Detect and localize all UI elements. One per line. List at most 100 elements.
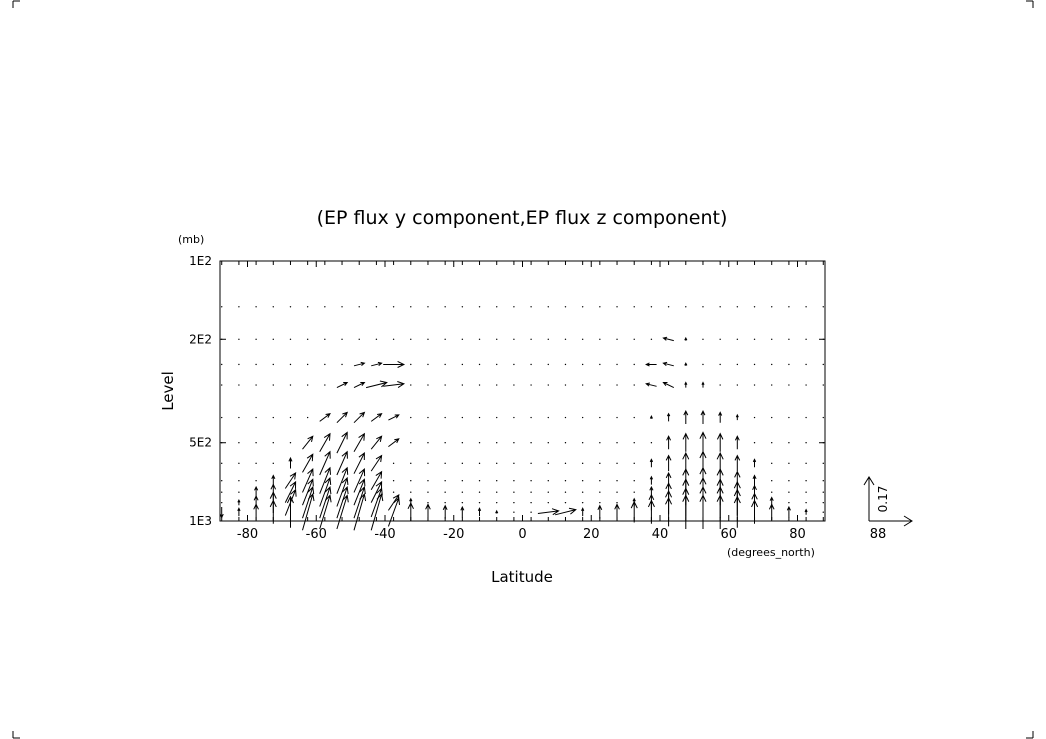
vector-dot (478, 442, 481, 444)
vector-arrow (665, 471, 672, 489)
crop-marks (12, 0, 1034, 739)
vector-dot (324, 363, 326, 366)
vector-dot (513, 416, 515, 419)
vector-dot (650, 442, 653, 444)
vector-dot (461, 384, 464, 386)
vector-arrow (271, 474, 276, 486)
vector-dot (822, 480, 824, 482)
vector-dot (633, 462, 635, 465)
vector-dot (272, 442, 274, 444)
vector-dot (221, 480, 223, 482)
vector-dot (616, 416, 618, 419)
vector-arrow (383, 381, 406, 389)
vector-dot (736, 306, 739, 308)
vector-arrow (682, 451, 690, 474)
vector-dot (547, 491, 549, 493)
vector-dot (427, 442, 429, 444)
x-tick-label--20: -20 (443, 527, 464, 542)
vector-dot (255, 384, 257, 386)
vector-dot (306, 338, 309, 340)
vector-dot (616, 384, 618, 386)
vector-dot (788, 416, 790, 419)
vector-dot (427, 491, 429, 493)
y-tick-label-200: 2E2 (189, 332, 212, 346)
vector-dot (478, 306, 481, 308)
x-axis-label: Latitude (491, 568, 553, 586)
vector-dot (289, 306, 292, 308)
vector-arrow (786, 505, 791, 518)
vector-arrow (718, 411, 723, 423)
vector-arrow (683, 409, 689, 424)
vector-dot (341, 306, 343, 308)
vector-dot (496, 480, 498, 482)
x-axis-units: (degrees_north) (727, 546, 815, 559)
vector-field (219, 306, 824, 531)
vector-dot (581, 491, 584, 493)
vector-dot (427, 306, 429, 308)
vector-dot (255, 462, 257, 465)
vector-dot (599, 462, 601, 465)
vector-arrow (319, 486, 332, 519)
vector-arrow (336, 382, 349, 389)
vector-dot (599, 416, 601, 419)
vector-arrow (353, 468, 366, 493)
vector-dot (238, 480, 240, 482)
vector-arrow (319, 476, 332, 507)
vector-arrow (477, 507, 482, 517)
vector-dot (513, 338, 515, 340)
vector-dot (788, 442, 790, 444)
vector-dot (771, 480, 773, 482)
vector-dot (221, 416, 223, 419)
vector-arrow (442, 504, 448, 519)
vector-dot (306, 306, 309, 308)
vector-dot (513, 511, 515, 513)
vector-dot (410, 462, 412, 465)
vector-dot (513, 384, 515, 386)
vector-arrow (302, 468, 314, 493)
vector-dot (427, 363, 429, 366)
vector-dot (771, 491, 773, 493)
vector-dot (547, 306, 549, 308)
vector-arrow (666, 412, 671, 422)
vector-dot (599, 491, 601, 493)
vector-arrow (387, 493, 400, 511)
vector-arrow (716, 432, 724, 452)
vector-dot (736, 363, 739, 366)
vector-dot (410, 442, 412, 444)
vector-dot (255, 338, 257, 340)
vector-arrow (336, 494, 349, 530)
vector-dot (788, 501, 790, 504)
vector-dot (478, 363, 481, 366)
vector-dot (324, 306, 326, 308)
vector-dot (513, 462, 515, 465)
vector-dot (530, 363, 532, 366)
vector-dot (771, 442, 773, 444)
vector-arrow (682, 432, 689, 452)
vector-dot (633, 363, 635, 366)
y-axis-units: (mb) (178, 233, 204, 246)
vector-arrow (353, 361, 366, 367)
vector-arrow (353, 478, 366, 506)
vector-dot (564, 338, 567, 340)
vector-dot (272, 416, 274, 419)
vector-dot (513, 306, 515, 308)
vector-dot (461, 480, 464, 482)
vector-dot (805, 363, 807, 366)
vector-arrow (666, 435, 672, 450)
vector-dot (375, 338, 378, 340)
vector-arrow (769, 496, 774, 508)
vector-dot (461, 462, 464, 465)
vector-dot (427, 338, 429, 340)
y-axis-label: Level (159, 371, 177, 411)
vector-dot (667, 306, 670, 308)
vector-arrow (614, 503, 620, 520)
vector-dot (461, 442, 464, 444)
vector-dot (238, 491, 240, 493)
vector-dot (410, 363, 412, 366)
vector-dot (788, 384, 790, 386)
reference-vector-x-label: 88 (870, 527, 887, 542)
vector-dot (581, 480, 584, 482)
vector-dot (564, 462, 567, 465)
vector-dot (788, 363, 790, 366)
vector-dot (444, 491, 446, 493)
